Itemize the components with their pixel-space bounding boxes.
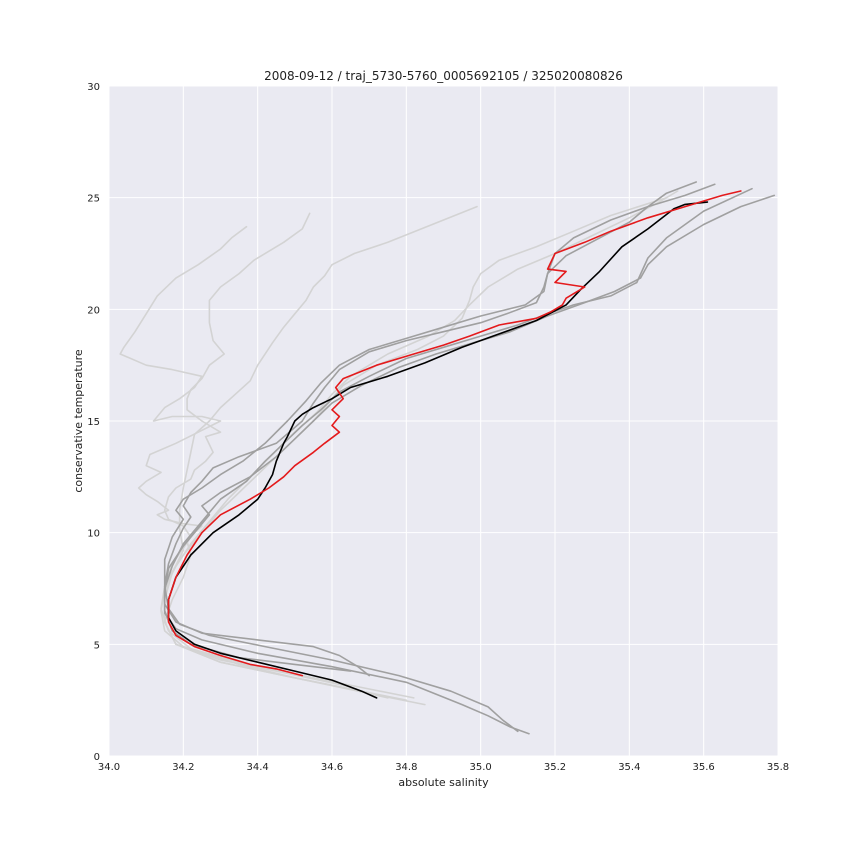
series-line-1 [119,225,426,706]
series-line-9 [163,183,716,677]
series-line-10 [167,201,709,699]
y-tick-label: 5 [94,640,100,651]
series-group [119,181,776,735]
x-tick-label: 34.2 [172,762,194,773]
chart-title: 2008-09-12 / traj_5730-5760_0005692105 /… [264,69,623,83]
y-tick-label: 20 [87,305,100,316]
x-axis-label: absolute salinity [398,776,489,789]
y-axis-label: conservative temperature [72,349,85,493]
y-tick-label: 15 [87,417,100,428]
x-tick-label: 34.6 [321,762,343,773]
grid [108,85,779,757]
x-tick-label: 35.8 [767,762,789,773]
y-tick-labels: 0 5 10 15 20 25 30 [87,82,100,763]
x-tick-label: 35.6 [693,762,715,773]
x-tick-label: 35.0 [470,762,492,773]
x-tick-label: 34.8 [395,762,417,773]
x-tick-label: 35.4 [618,762,640,773]
x-tick-label: 35.2 [544,762,566,773]
y-tick-label: 0 [94,752,100,763]
x-tick-labels: 34.0 34.2 34.4 34.6 34.8 35.0 35.2 35.4 35.6 35.8 [98,762,789,773]
y-tick-label: 30 [87,82,100,93]
series-line-7 [163,194,776,735]
y-tick-label: 25 [87,194,100,205]
x-tick-label: 34.0 [98,762,120,773]
y-tick-label: 10 [87,529,100,540]
x-tick-label: 34.4 [247,762,269,773]
series-line-11 [167,190,742,677]
